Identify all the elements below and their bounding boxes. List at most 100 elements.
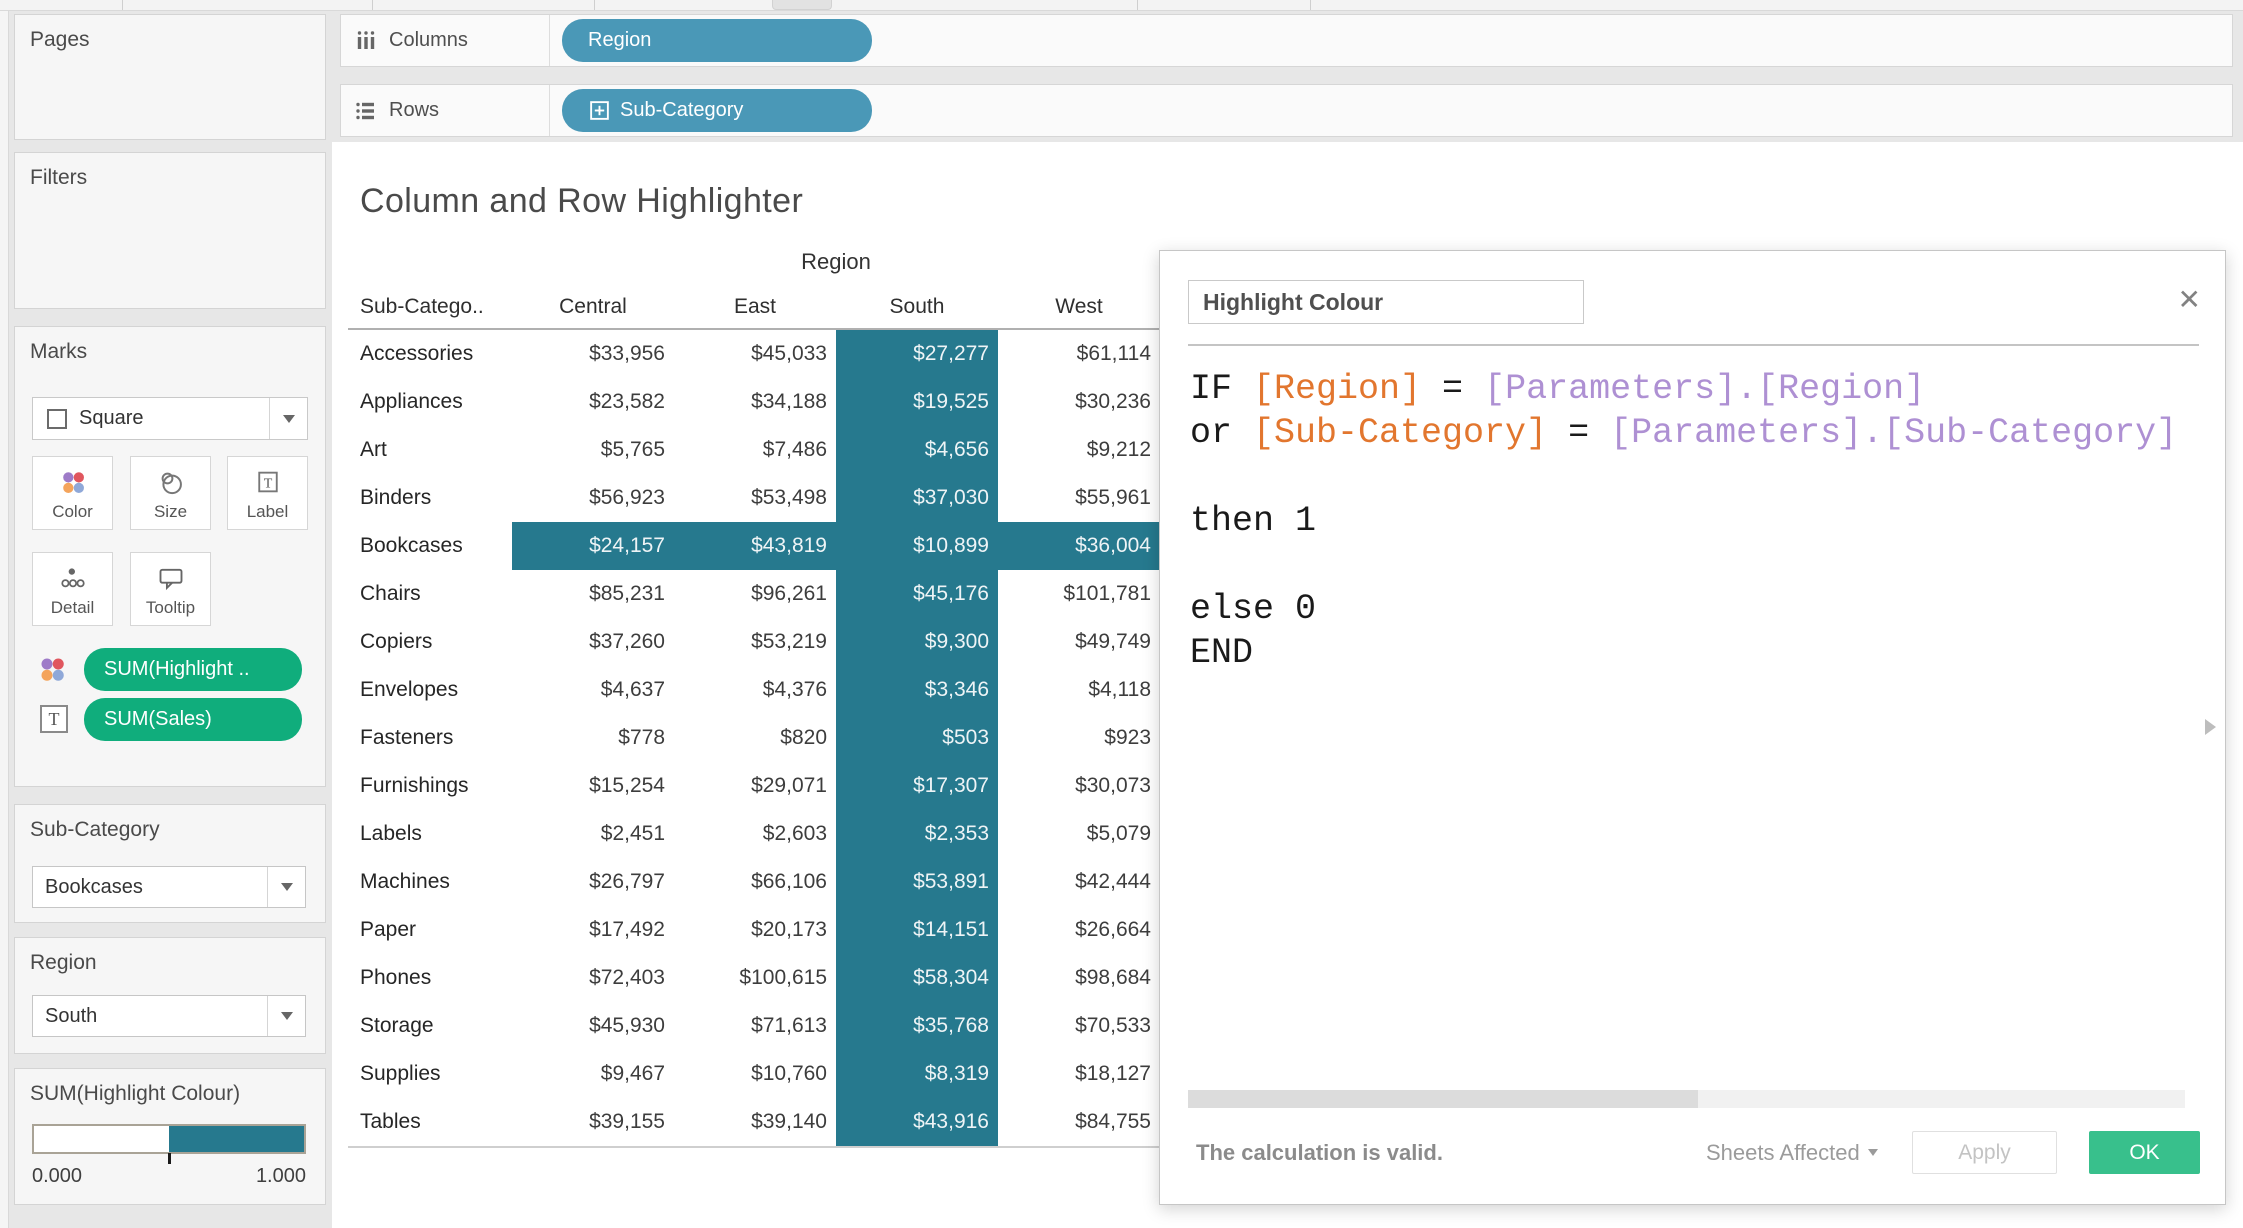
row-label[interactable]: Labels <box>360 822 422 845</box>
row-label[interactable]: Machines <box>360 870 450 893</box>
row-label[interactable]: Supplies <box>360 1062 441 1085</box>
subcategory-parameter-dropdown[interactable]: Bookcases <box>32 866 306 908</box>
table-cell[interactable]: $7,486 <box>762 438 827 461</box>
table-cell[interactable]: $49,749 <box>1075 630 1151 653</box>
table-cell[interactable]: $98,684 <box>1075 966 1151 989</box>
table-cell[interactable]: $2,353 <box>836 810 998 858</box>
row-label[interactable]: Storage <box>360 1014 434 1037</box>
apply-button[interactable]: Apply <box>1912 1131 2057 1174</box>
table-cell[interactable]: $71,613 <box>751 1014 827 1037</box>
pill-region[interactable]: Region <box>562 19 872 62</box>
rows-shelf[interactable]: Rows Sub-Category <box>340 84 2233 137</box>
table-cell[interactable]: $23,582 <box>589 390 665 413</box>
table-cell[interactable]: $34,188 <box>751 390 827 413</box>
table-cell[interactable]: $96,261 <box>751 582 827 605</box>
table-cell[interactable]: $33,956 <box>589 342 665 365</box>
table-cell[interactable]: $70,533 <box>1075 1014 1151 1037</box>
table-cell[interactable]: $37,260 <box>589 630 665 653</box>
tooltip-button[interactable]: Tooltip <box>130 552 211 626</box>
table-cell[interactable]: $2,603 <box>762 822 827 845</box>
table-cell[interactable]: $53,498 <box>751 486 827 509</box>
table-cell[interactable]: $20,173 <box>751 918 827 941</box>
mark-type-dropdown-arrow[interactable] <box>269 398 307 439</box>
mark-type-dropdown[interactable]: Square <box>32 397 308 440</box>
table-cell[interactable]: $5,765 <box>600 438 665 461</box>
pages-panel[interactable]: Pages <box>14 14 326 140</box>
table-cell[interactable]: $101,781 <box>1063 582 1151 605</box>
row-label[interactable]: Tables <box>360 1110 421 1133</box>
row-label[interactable]: Paper <box>360 918 417 941</box>
table-cell[interactable]: $9,212 <box>1086 438 1151 461</box>
table-cell[interactable]: $85,231 <box>589 582 665 605</box>
table-cell[interactable]: $58,304 <box>836 954 998 1002</box>
table-cell[interactable]: $19,525 <box>836 378 998 426</box>
table-cell[interactable]: $42,444 <box>1075 870 1151 893</box>
table-cell[interactable]: $55,961 <box>1075 486 1151 509</box>
table-cell[interactable]: $503 <box>836 714 998 762</box>
table-cell[interactable]: $39,155 <box>589 1110 665 1133</box>
row-label[interactable]: Chairs <box>360 582 421 605</box>
table-cell[interactable]: $36,004 <box>998 522 1160 570</box>
table-cell[interactable]: $53,891 <box>836 858 998 906</box>
table-cell[interactable]: $9,300 <box>836 618 998 666</box>
table-cell[interactable]: $100,615 <box>739 966 827 989</box>
row-label[interactable]: Envelopes <box>360 678 459 701</box>
table-cell[interactable]: $18,127 <box>1075 1062 1151 1085</box>
row-label[interactable]: Appliances <box>360 390 463 413</box>
table-cell[interactable]: $26,797 <box>589 870 665 893</box>
table-cell[interactable]: $4,118 <box>1088 678 1151 701</box>
table-cell[interactable]: $56,923 <box>589 486 665 509</box>
row-label[interactable]: Furnishings <box>360 774 469 797</box>
calculation-name-input[interactable] <box>1188 280 1584 324</box>
pill-sub-category[interactable]: Sub-Category <box>562 89 872 132</box>
table-cell[interactable]: $66,106 <box>751 870 827 893</box>
table-cell[interactable]: $820 <box>780 726 827 749</box>
region-parameter-dropdown[interactable]: South <box>32 995 306 1037</box>
table-cell[interactable]: $72,403 <box>589 966 665 989</box>
table-cell[interactable]: $61,114 <box>1076 342 1151 365</box>
table-cell[interactable]: $29,071 <box>751 774 827 797</box>
table-cell[interactable]: $778 <box>618 726 665 749</box>
sheets-affected-dropdown[interactable]: Sheets Affected <box>1706 1131 1878 1174</box>
table-cell[interactable]: $24,157 <box>512 522 674 570</box>
table-cell[interactable]: $15,254 <box>589 774 665 797</box>
ok-button[interactable]: OK <box>2089 1131 2200 1174</box>
table-cell[interactable]: $27,277 <box>836 330 998 378</box>
functions-pane-expander-icon[interactable] <box>2205 719 2216 735</box>
columns-shelf[interactable]: Columns Region <box>340 14 2233 67</box>
table-cell[interactable]: $84,755 <box>1075 1110 1151 1133</box>
row-label[interactable]: Bookcases <box>360 534 463 557</box>
table-cell[interactable]: $26,664 <box>1075 918 1151 941</box>
table-cell[interactable]: $30,236 <box>1075 390 1151 413</box>
table-cell[interactable]: $10,760 <box>751 1062 827 1085</box>
table-cell[interactable]: $3,346 <box>836 666 998 714</box>
subcategory-dropdown-arrow[interactable] <box>267 867 305 907</box>
table-cell[interactable]: $43,916 <box>836 1098 998 1146</box>
table-cell[interactable]: $2,451 <box>600 822 665 845</box>
horizontal-scrollbar-thumb[interactable] <box>1188 1090 1698 1108</box>
row-dimension-header[interactable]: Sub-Catego.. <box>360 295 484 318</box>
table-cell[interactable]: $43,819 <box>674 522 836 570</box>
row-label[interactable]: Fasteners <box>360 726 454 749</box>
table-cell[interactable]: $5,079 <box>1086 822 1151 845</box>
row-label[interactable]: Art <box>360 438 387 461</box>
table-cell[interactable]: $37,030 <box>836 474 998 522</box>
color-button[interactable]: Color <box>32 456 113 530</box>
table-cell[interactable]: $35,768 <box>836 1002 998 1050</box>
pill-sum-sales[interactable]: SUM(Sales) <box>84 698 302 741</box>
close-icon[interactable]: ✕ <box>2177 284 2201 315</box>
formula-editor[interactable]: IF [Region] = [Parameters].[Region] or [S… <box>1190 367 2200 675</box>
table-cell[interactable]: $17,307 <box>836 762 998 810</box>
horizontal-scrollbar[interactable] <box>1188 1090 2185 1108</box>
size-button[interactable]: Size <box>130 456 211 530</box>
filters-panel[interactable]: Filters <box>14 152 326 309</box>
row-label[interactable]: Binders <box>360 486 432 509</box>
table-cell[interactable]: $45,930 <box>589 1014 665 1037</box>
column-header-south[interactable]: South <box>889 295 945 318</box>
pill-sum-highlight-colour[interactable]: SUM(Highlight .. <box>84 648 302 691</box>
table-cell[interactable]: $923 <box>1104 726 1151 749</box>
column-header-west[interactable]: West <box>1055 295 1103 318</box>
table-cell[interactable]: $14,151 <box>836 906 998 954</box>
table-cell[interactable]: $4,637 <box>600 678 665 701</box>
table-cell[interactable]: $10,899 <box>836 522 998 570</box>
